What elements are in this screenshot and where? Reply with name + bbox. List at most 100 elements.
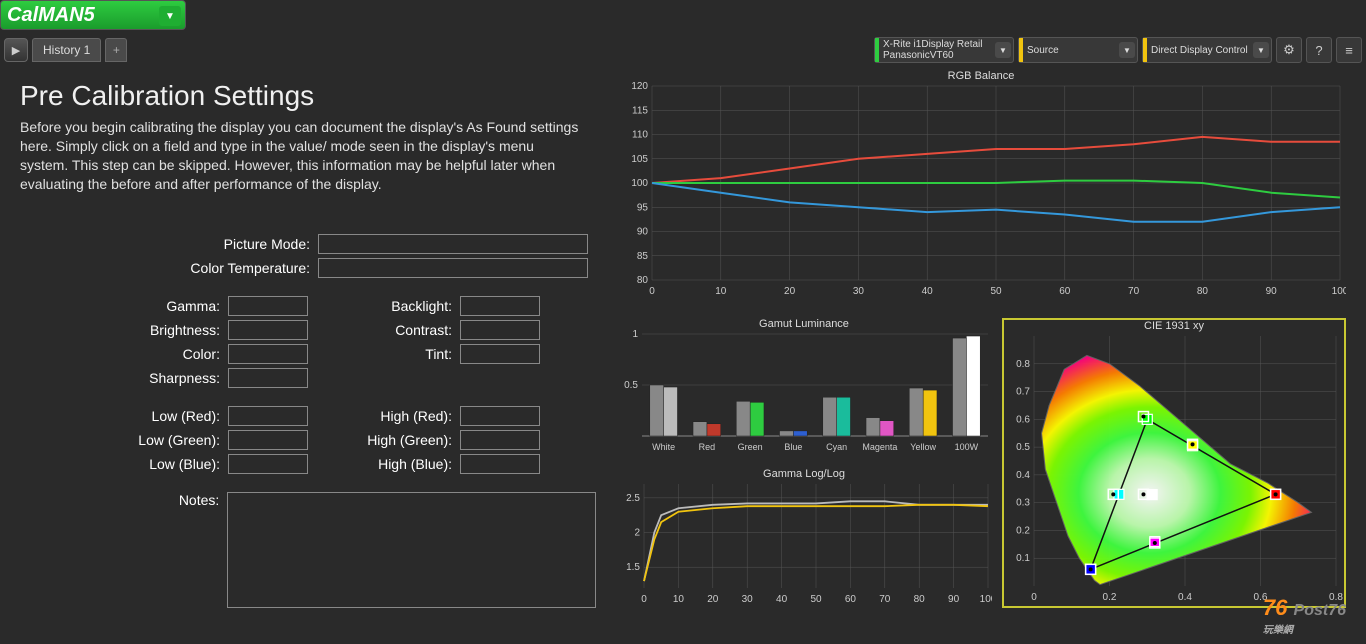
svg-text:50: 50 — [990, 286, 1002, 297]
label-backlight: Backlight: — [316, 298, 452, 314]
gamma-chart: Gamma Log/Log 1.522.50102030405060708090… — [616, 468, 992, 608]
input-sharpness[interactable] — [228, 368, 308, 388]
svg-text:20: 20 — [784, 286, 796, 297]
svg-text:Yellow: Yellow — [910, 442, 936, 452]
svg-text:Magenta: Magenta — [862, 442, 897, 452]
svg-text:10: 10 — [715, 286, 727, 297]
page-description: Before you begin calibrating the display… — [20, 118, 580, 194]
svg-text:120: 120 — [631, 82, 648, 92]
source-card-bar — [1019, 38, 1023, 62]
label-brightness: Brightness: — [20, 322, 220, 338]
left-panel: Pre Calibration Settings Before you begi… — [0, 70, 616, 644]
svg-text:0.8: 0.8 — [1016, 359, 1030, 370]
rgb-chart-title: RGB Balance — [616, 70, 1346, 82]
input-low-red[interactable] — [228, 406, 308, 426]
input-low-green[interactable] — [228, 430, 308, 450]
chevron-down-icon[interactable]: ▼ — [1119, 42, 1135, 58]
svg-text:0.2: 0.2 — [1103, 592, 1117, 603]
help-icon[interactable]: ? — [1306, 37, 1332, 63]
play-button[interactable]: ▶ — [4, 38, 28, 62]
input-picture-mode[interactable] — [318, 234, 588, 254]
app-logo[interactable]: CalMAN5 ▼ — [0, 0, 186, 30]
toolbar: ▶ History 1 + X-Rite i1Display Retail Pa… — [0, 36, 1366, 64]
label-high-red: High (Red): — [316, 408, 452, 424]
svg-text:50: 50 — [810, 594, 822, 605]
input-low-blue[interactable] — [228, 454, 308, 474]
input-tint[interactable] — [460, 344, 540, 364]
label-low-blue: Low (Blue): — [20, 456, 220, 472]
svg-text:0.2: 0.2 — [1016, 525, 1030, 536]
svg-text:Cyan: Cyan — [826, 442, 847, 452]
tab-history-1[interactable]: History 1 — [32, 38, 101, 62]
svg-text:0.5: 0.5 — [1016, 442, 1030, 453]
svg-text:60: 60 — [845, 594, 857, 605]
input-notes[interactable] — [227, 492, 596, 608]
cie-chart-svg: 00.20.40.60.80.10.20.30.40.50.60.70.8 — [1004, 332, 1344, 604]
gear-icon[interactable]: ⚙ — [1276, 37, 1302, 63]
label-picture-mode: Picture Mode: — [20, 236, 310, 252]
source-card-line1: Source — [1027, 45, 1059, 56]
menu-icon[interactable]: ≡ — [1336, 37, 1362, 63]
svg-text:Blue: Blue — [784, 442, 802, 452]
meter-card-line2: PanasonicVT60 — [883, 50, 982, 61]
svg-text:80: 80 — [1197, 286, 1209, 297]
watermark: 76 Post76 玩樂網 — [1263, 595, 1346, 636]
input-high-red[interactable] — [460, 406, 540, 426]
input-brightness[interactable] — [228, 320, 308, 340]
rgb-chart-svg: 8085909510010511011512001020304050607080… — [616, 82, 1346, 298]
svg-text:Green: Green — [738, 442, 763, 452]
svg-text:90: 90 — [948, 594, 960, 605]
cie-chart: CIE 1931 xy 00.20.40.60.80.10.20.30.40.5… — [1002, 318, 1346, 608]
svg-text:60: 60 — [1059, 286, 1071, 297]
svg-text:70: 70 — [879, 594, 891, 605]
svg-text:0: 0 — [1031, 592, 1037, 603]
display-card[interactable]: Direct Display Control ▼ — [1142, 37, 1272, 63]
meter-card-bar — [875, 38, 879, 62]
source-card[interactable]: Source ▼ — [1018, 37, 1138, 63]
svg-text:90: 90 — [1266, 286, 1278, 297]
input-high-blue[interactable] — [460, 454, 540, 474]
svg-text:2.5: 2.5 — [626, 493, 640, 504]
meter-card-line1: X-Rite i1Display Retail — [883, 39, 982, 50]
svg-text:0.6: 0.6 — [1016, 414, 1030, 425]
label-color-temp: Color Temperature: — [20, 260, 310, 276]
input-color-temp[interactable] — [318, 258, 588, 278]
svg-text:80: 80 — [914, 594, 926, 605]
label-notes: Notes: — [20, 492, 219, 508]
chevron-down-icon[interactable]: ▼ — [995, 42, 1011, 58]
input-backlight[interactable] — [460, 296, 540, 316]
input-color[interactable] — [228, 344, 308, 364]
svg-text:10: 10 — [673, 594, 685, 605]
logo-dropdown-icon[interactable]: ▼ — [159, 6, 181, 26]
svg-text:100: 100 — [1332, 286, 1346, 297]
tab-label: History 1 — [43, 43, 90, 57]
label-low-red: Low (Red): — [20, 408, 220, 424]
right-panel: RGB Balance 8085909510010511011512001020… — [616, 70, 1366, 644]
svg-text:1: 1 — [632, 330, 638, 340]
form-section-mode: Picture Mode: Color Temperature: — [20, 234, 596, 278]
svg-text:105: 105 — [631, 154, 648, 165]
label-low-green: Low (Green): — [20, 432, 220, 448]
svg-text:85: 85 — [637, 251, 649, 262]
form-section-notes: Notes: — [20, 492, 596, 608]
tab-add[interactable]: + — [105, 38, 127, 62]
svg-text:0.3: 0.3 — [1016, 498, 1030, 509]
label-color: Color: — [20, 346, 220, 362]
main-content: Pre Calibration Settings Before you begi… — [0, 70, 1366, 644]
meter-card[interactable]: X-Rite i1Display Retail PanasonicVT60 ▼ — [874, 37, 1014, 63]
svg-text:30: 30 — [742, 594, 754, 605]
gamut-chart-svg: 0.51WhiteRedGreenBlueCyanMagentaYellow10… — [616, 330, 992, 454]
svg-text:100W: 100W — [955, 442, 979, 452]
display-card-bar — [1143, 38, 1147, 62]
page-title: Pre Calibration Settings — [20, 80, 596, 112]
label-high-green: High (Green): — [316, 432, 452, 448]
input-contrast[interactable] — [460, 320, 540, 340]
svg-text:1.5: 1.5 — [626, 562, 640, 573]
svg-text:70: 70 — [1128, 286, 1140, 297]
input-gamma[interactable] — [228, 296, 308, 316]
cie-chart-title: CIE 1931 xy — [1004, 320, 1344, 332]
watermark-sub: 玩樂網 — [1263, 621, 1346, 636]
svg-text:0.4: 0.4 — [1178, 592, 1192, 603]
input-high-green[interactable] — [460, 430, 540, 450]
chevron-down-icon[interactable]: ▼ — [1253, 42, 1269, 58]
